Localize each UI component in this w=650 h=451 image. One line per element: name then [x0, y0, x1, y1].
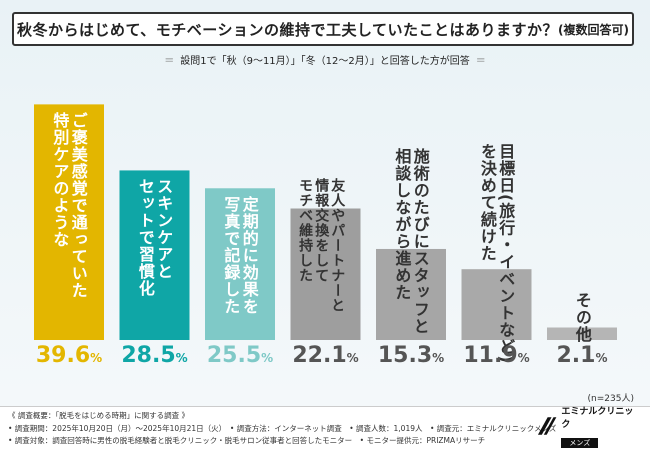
bar-label-3: 定期的に効果を 写真で記録した	[221, 196, 259, 316]
bar-4	[290, 208, 361, 340]
bar-label-1: ご褒美感覚で通っていた 特別ケアのような	[50, 112, 88, 300]
bar-label-4: 友人やパートナーと 情報交換をして モチベ維持した	[297, 178, 346, 313]
chart-title-note: (複数回答可)	[558, 22, 629, 37]
bar-label-7: その他	[572, 292, 592, 343]
brand-mark-icon	[537, 417, 557, 435]
title-box: 秋冬からはじめて、モチベーションの維持で工夫していたことはありますか？ (複数回…	[12, 12, 634, 46]
bar-chart	[34, 104, 617, 340]
subtitle-deco-right: ＝	[475, 56, 486, 67]
bar-5	[376, 248, 446, 340]
value-label-7: 2.1%	[556, 343, 608, 368]
brand-name: エミナルクリニック	[561, 406, 634, 430]
value-label-1: 39.6%	[35, 343, 103, 368]
subtitle-text: 設問1で「秋（9～11月）」「冬（12～2月）」と回答した方が回答	[180, 56, 470, 67]
subtitle-deco-left: ＝	[164, 56, 175, 67]
bar-6	[461, 269, 532, 340]
bar-1	[34, 104, 104, 340]
chart-title: 秋冬からはじめて、モチベーションの維持で工夫していたことはありますか？	[17, 20, 559, 39]
chart-subtitle: ＝ 設問1で「秋（9～11月）」「冬（12～2月）」と回答した方が回答 ＝	[0, 52, 650, 67]
sample-size-note: (n=235人)	[587, 394, 634, 404]
bar-label-2: スキンケアと セットで習慣化	[135, 178, 174, 298]
footer-survey-details: • 調査期間：2025年10月20日（月）～2025年10月21日（火） • 調…	[8, 424, 557, 433]
bar-7	[547, 327, 617, 340]
brand-sub: メンズ	[561, 437, 599, 448]
bar-2	[119, 170, 190, 340]
bar-label-6: 目標日(旅行・イベントなど) を決めて続けた	[477, 143, 516, 364]
value-label-4: 22.1%	[292, 343, 359, 368]
bar-label-5: 施術のたびにスタッフと 相談しながら進めた	[392, 148, 430, 335]
bar-3	[205, 188, 275, 340]
brand-logo: エミナルクリニック メンズ	[536, 407, 640, 448]
footer-survey-target: • 調査対象：調査回答時に男性の脱毛経験者と脱毛クリニック・脱毛サロン従事者と回…	[8, 436, 486, 445]
value-label-3: 25.5%	[206, 343, 274, 368]
value-label-5: 15.3%	[377, 343, 445, 368]
footer-survey-title: 《 調査概要：「脱毛をはじめる時期」に関する調査 》	[8, 411, 190, 420]
value-label-6: 11.9%	[463, 343, 530, 368]
value-label-2: 28.5%	[121, 343, 188, 368]
